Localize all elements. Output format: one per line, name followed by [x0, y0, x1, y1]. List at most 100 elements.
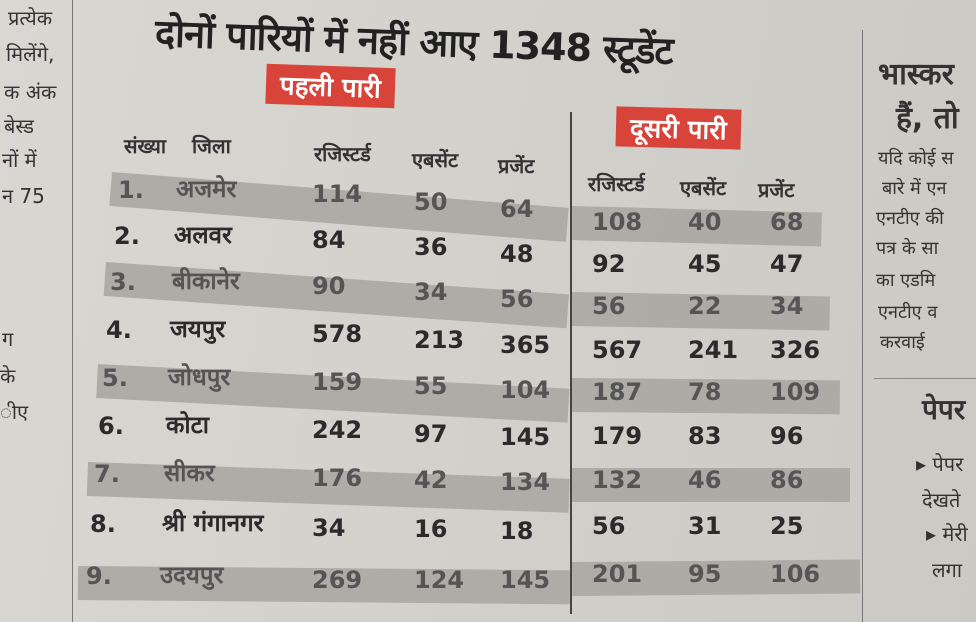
cell-no: 6. [98, 412, 124, 440]
cell-r1: 269 [312, 566, 363, 594]
cell-no: 3. [110, 268, 136, 296]
right-line: देखते [922, 488, 961, 512]
cell-a1: 97 [414, 420, 448, 448]
left-line: बेस्ड [4, 114, 34, 138]
cell-p2: 68 [770, 208, 804, 236]
column-rule-left [72, 0, 73, 622]
cell-a2: 46 [688, 466, 722, 494]
table-row: 2. अलवर 84 36 48 92 45 47 [0, 0, 976, 278]
cell-a2: 31 [688, 512, 722, 540]
cell-p1: 18 [500, 517, 534, 545]
right-title: भास्कर [878, 57, 954, 92]
cell-district: उदयपुर [160, 561, 224, 589]
right-bullet: ▸ मेरी [926, 522, 968, 546]
cell-district: कोटा [166, 411, 209, 439]
cell-district: सीकर [164, 459, 215, 487]
header-second-present: प्रजेंट [758, 178, 795, 202]
cell-no: 2. [114, 222, 140, 250]
cell-district: बीकानेर [172, 267, 240, 295]
cell-a1: 42 [414, 466, 448, 494]
left-line: ग [2, 327, 14, 351]
cell-a2: 40 [688, 208, 722, 236]
cell-p2: 96 [770, 422, 804, 450]
cell-r1: 242 [312, 416, 363, 444]
cell-p1: 134 [500, 468, 551, 496]
cell-r2: 567 [592, 336, 643, 364]
header-first-absent: एबसेंट [412, 148, 459, 172]
header-first-present: प्रजेंट [498, 154, 535, 178]
cell-r2: 201 [592, 560, 643, 588]
header-second-registered: रजिस्टर्ड [588, 172, 645, 196]
header-second-absent: एबसेंट [680, 176, 727, 200]
cell-p1: 145 [500, 566, 551, 594]
right-bullet-text: पेपर [932, 452, 964, 476]
cell-r1: 114 [312, 180, 363, 208]
right-line: बारे में एन [882, 178, 947, 199]
right-section-title: पेपर [922, 393, 966, 426]
left-line: प्रत्येक [8, 6, 53, 30]
table-row: 9. उदयपुर 269 124 145 201 95 106 [0, 0, 976, 594]
table-row: 5. जोधपुर 159 55 104 187 78 109 [0, 0, 976, 406]
cell-p1: 104 [500, 376, 551, 404]
cell-a1: 16 [414, 515, 448, 543]
cell-p1: 64 [500, 195, 534, 223]
cell-a1: 36 [414, 233, 448, 261]
left-article-fragment: प्रत्येक मिलेंगे, क अंक बेस्ड नों में न … [0, 0, 70, 622]
left-line: नों में [2, 148, 37, 172]
cell-r2: 56 [592, 292, 626, 320]
right-article-fragment: भास्कर हैं, तो यदि कोई स बारे में एन एनट… [860, 40, 976, 622]
right-bullet-text: मेरी [942, 522, 968, 546]
cell-a2: 95 [688, 560, 722, 588]
cell-no: 4. [106, 316, 132, 344]
cell-a2: 83 [688, 422, 722, 450]
cell-no: 5. [102, 364, 128, 392]
cell-a2: 22 [688, 292, 722, 320]
right-section-rule [874, 378, 976, 379]
right-line: लगा [932, 558, 962, 582]
cell-r2: 179 [592, 422, 643, 450]
right-line: करवाई [880, 332, 925, 353]
cell-p2: 106 [770, 560, 821, 588]
cell-no: 1. [118, 176, 144, 204]
cell-no: 7. [94, 460, 120, 488]
table-row: 3. बीकानेर 90 34 56 56 22 34 [0, 0, 976, 320]
cell-r2: 108 [592, 208, 643, 236]
table-row: 8. श्री गंगानगर 34 16 18 56 31 25 [0, 0, 976, 545]
cell-p2: 109 [770, 378, 821, 406]
cell-r2: 92 [592, 250, 626, 278]
cell-r1: 34 [312, 514, 346, 542]
cell-no: 9. [86, 562, 112, 590]
right-bullet: ▸ पेपर [916, 452, 964, 476]
cell-p1: 48 [500, 240, 534, 268]
table-row: 1. अजमेर 114 50 64 108 40 68 [0, 0, 976, 236]
cell-r1: 176 [312, 464, 363, 492]
shift-divider [570, 112, 572, 614]
cell-district: जोधपुर [168, 363, 231, 391]
cell-p1: 145 [500, 423, 551, 451]
cell-p2: 34 [770, 292, 804, 320]
cell-r1: 90 [312, 272, 346, 300]
right-line: यदि कोई स [878, 148, 954, 169]
cell-p1: 365 [500, 331, 551, 359]
second-shift-badge: दूसरी पारी [615, 106, 742, 150]
left-line: क अंक [4, 80, 57, 104]
cell-r2: 187 [592, 378, 643, 406]
cell-r2: 132 [592, 466, 643, 494]
cell-p1: 56 [500, 285, 534, 313]
cell-a1: 124 [414, 566, 465, 594]
cell-r1: 84 [312, 226, 346, 254]
cell-p2: 326 [770, 336, 821, 364]
cell-p2: 86 [770, 466, 804, 494]
table-row: 7. सीकर 176 42 134 132 46 86 [0, 0, 976, 496]
right-line: एनटीए की [876, 208, 944, 229]
first-shift-badge: पहली पारी [265, 63, 396, 109]
row-band [572, 468, 850, 502]
left-line: न 75 [2, 184, 45, 208]
left-line: ीए [0, 400, 29, 424]
cell-r2: 56 [592, 512, 626, 540]
cell-a1: 213 [414, 326, 465, 354]
table-row: 6. कोटा 242 97 145 179 83 96 [0, 0, 976, 451]
cell-p2: 25 [770, 512, 804, 540]
cell-a2: 45 [688, 250, 722, 278]
